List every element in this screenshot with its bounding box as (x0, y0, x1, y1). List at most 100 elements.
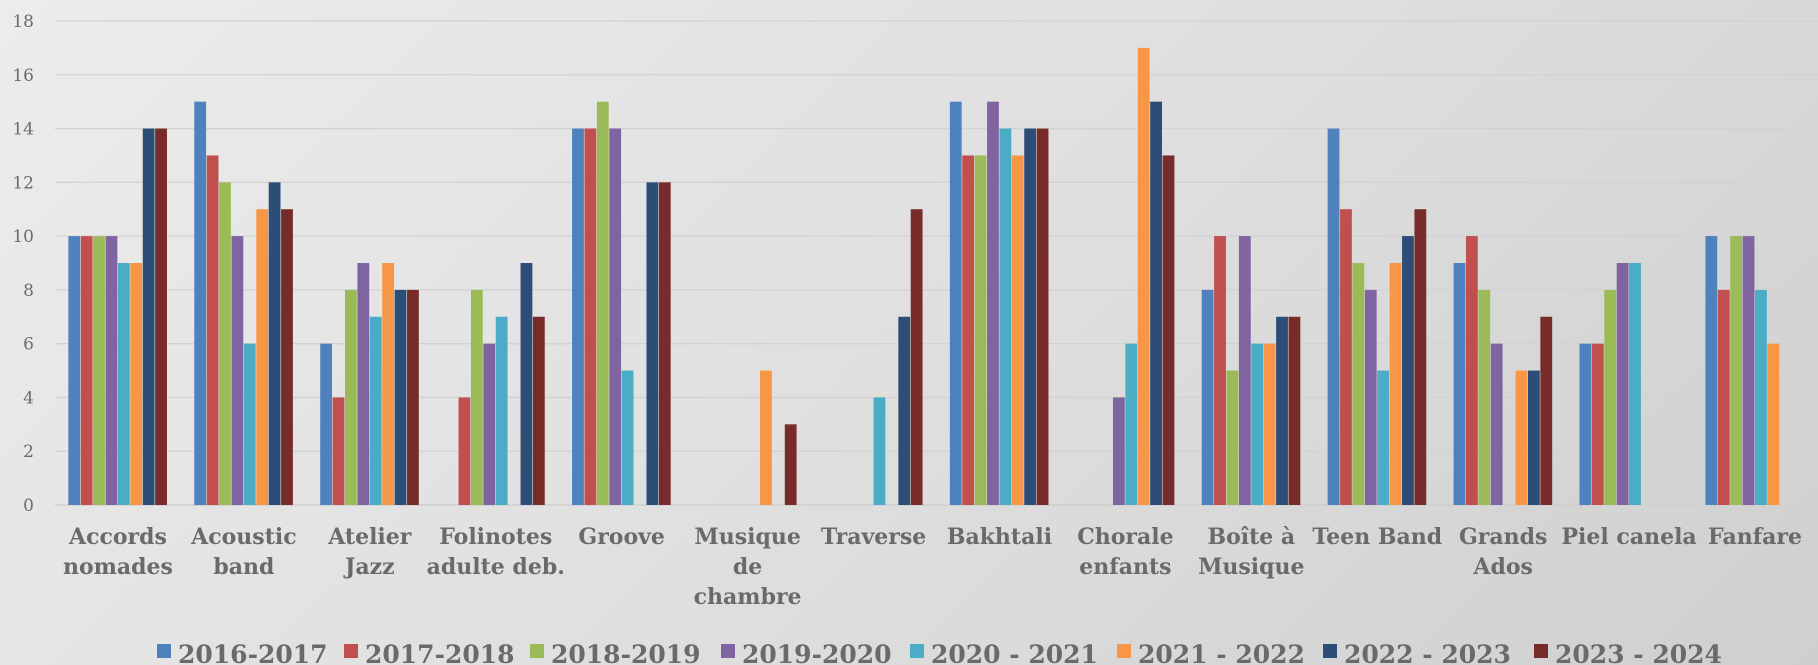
category-label: Folinotes adulte deb. (427, 524, 565, 580)
y-tick-label: 16 (12, 66, 34, 86)
bar (117, 263, 130, 505)
category-label: Accords nomades (63, 524, 173, 580)
bar (1742, 236, 1755, 505)
bar (760, 370, 772, 505)
bar (1755, 289, 1767, 505)
bars (68, 47, 1780, 506)
bar (1490, 343, 1503, 505)
bar (1150, 101, 1162, 506)
bar (1767, 343, 1780, 505)
legend-swatch (1534, 644, 1548, 658)
bar (658, 182, 671, 506)
legend-label: 2022 - 2023 (1344, 640, 1511, 665)
category-label: Grands Ados (1459, 524, 1547, 580)
bar (1011, 155, 1024, 505)
legend-label: 2018-2019 (551, 640, 701, 665)
bar (898, 316, 911, 505)
gridlines (55, 20, 1818, 452)
y-tick-label: 12 (12, 173, 34, 193)
bar (1036, 128, 1049, 506)
bar (520, 263, 533, 505)
bar (572, 128, 584, 506)
bar (1125, 343, 1138, 505)
y-axis-ticks: 0 2 4 6 8 10 12 14 16 18 (12, 12, 34, 516)
bar (1465, 236, 1478, 505)
bar (320, 343, 333, 505)
bar (345, 289, 357, 505)
legend-swatch (1323, 644, 1337, 658)
bar (1579, 343, 1592, 505)
bar (194, 101, 207, 506)
bar (1162, 155, 1175, 505)
bar (910, 209, 923, 505)
bar (1226, 370, 1239, 505)
bar (458, 397, 471, 505)
legend-swatch (344, 644, 358, 658)
y-tick-label: 14 (12, 120, 34, 140)
bar (1478, 289, 1491, 505)
bar (1238, 236, 1251, 505)
bar (949, 101, 962, 506)
bar (1616, 263, 1629, 505)
bar (1263, 343, 1276, 505)
bar (483, 343, 496, 505)
bar (1364, 289, 1377, 505)
bar (873, 397, 886, 505)
bar (142, 128, 155, 506)
bar (1112, 397, 1125, 505)
bar (155, 128, 167, 506)
bar (382, 263, 395, 505)
bar (130, 263, 143, 505)
bar (1377, 370, 1390, 505)
legend-swatch (721, 644, 735, 658)
bar (1604, 289, 1617, 505)
bar (495, 316, 508, 505)
legend-swatch (157, 644, 171, 658)
bar (1276, 316, 1288, 505)
category-label: Acoustic band (190, 524, 296, 580)
legend-label: 2019-2020 (742, 640, 892, 665)
legend: 2016-2017 2017-2018 2018-2019 2019-2020 2020… (157, 640, 1722, 665)
bar (532, 316, 545, 505)
bar (105, 236, 118, 505)
y-tick-label: 18 (12, 12, 34, 32)
category-label: Chorale enfants (1077, 524, 1173, 580)
category-label: Groove (578, 524, 665, 550)
bar (93, 236, 105, 505)
category-label: Piel canela (1562, 524, 1697, 550)
category-label: Traverse (821, 524, 926, 550)
bar (256, 209, 269, 505)
bar (962, 155, 975, 505)
bar (470, 289, 483, 505)
bar (1730, 236, 1743, 505)
bar (68, 236, 81, 505)
bar (999, 128, 1012, 506)
bar (281, 209, 293, 505)
bar (987, 101, 999, 506)
legend-label: 2016-2017 (178, 640, 328, 665)
legend-label: 2017-2018 (365, 640, 515, 665)
bar (357, 263, 370, 505)
bar (394, 289, 407, 505)
bar (1540, 316, 1553, 505)
bar (1515, 370, 1528, 505)
bar (1201, 289, 1214, 505)
bar (80, 236, 93, 505)
bar (243, 343, 256, 505)
bar (1389, 263, 1402, 505)
bar (1327, 128, 1340, 506)
category-label: Teen Band (1312, 524, 1442, 550)
y-tick-label: 6 (23, 335, 34, 355)
legend-label: 2021 - 2022 (1138, 640, 1305, 665)
bar (596, 101, 609, 506)
y-tick-label: 8 (23, 281, 34, 301)
legend-label: 2020 - 2021 (931, 640, 1098, 665)
legend-swatch (530, 644, 544, 658)
bar (1352, 263, 1365, 505)
bar (621, 370, 634, 505)
bar (1705, 236, 1718, 505)
bar (784, 424, 797, 505)
bar (974, 155, 987, 505)
bar (219, 182, 231, 506)
bar (1288, 316, 1301, 505)
